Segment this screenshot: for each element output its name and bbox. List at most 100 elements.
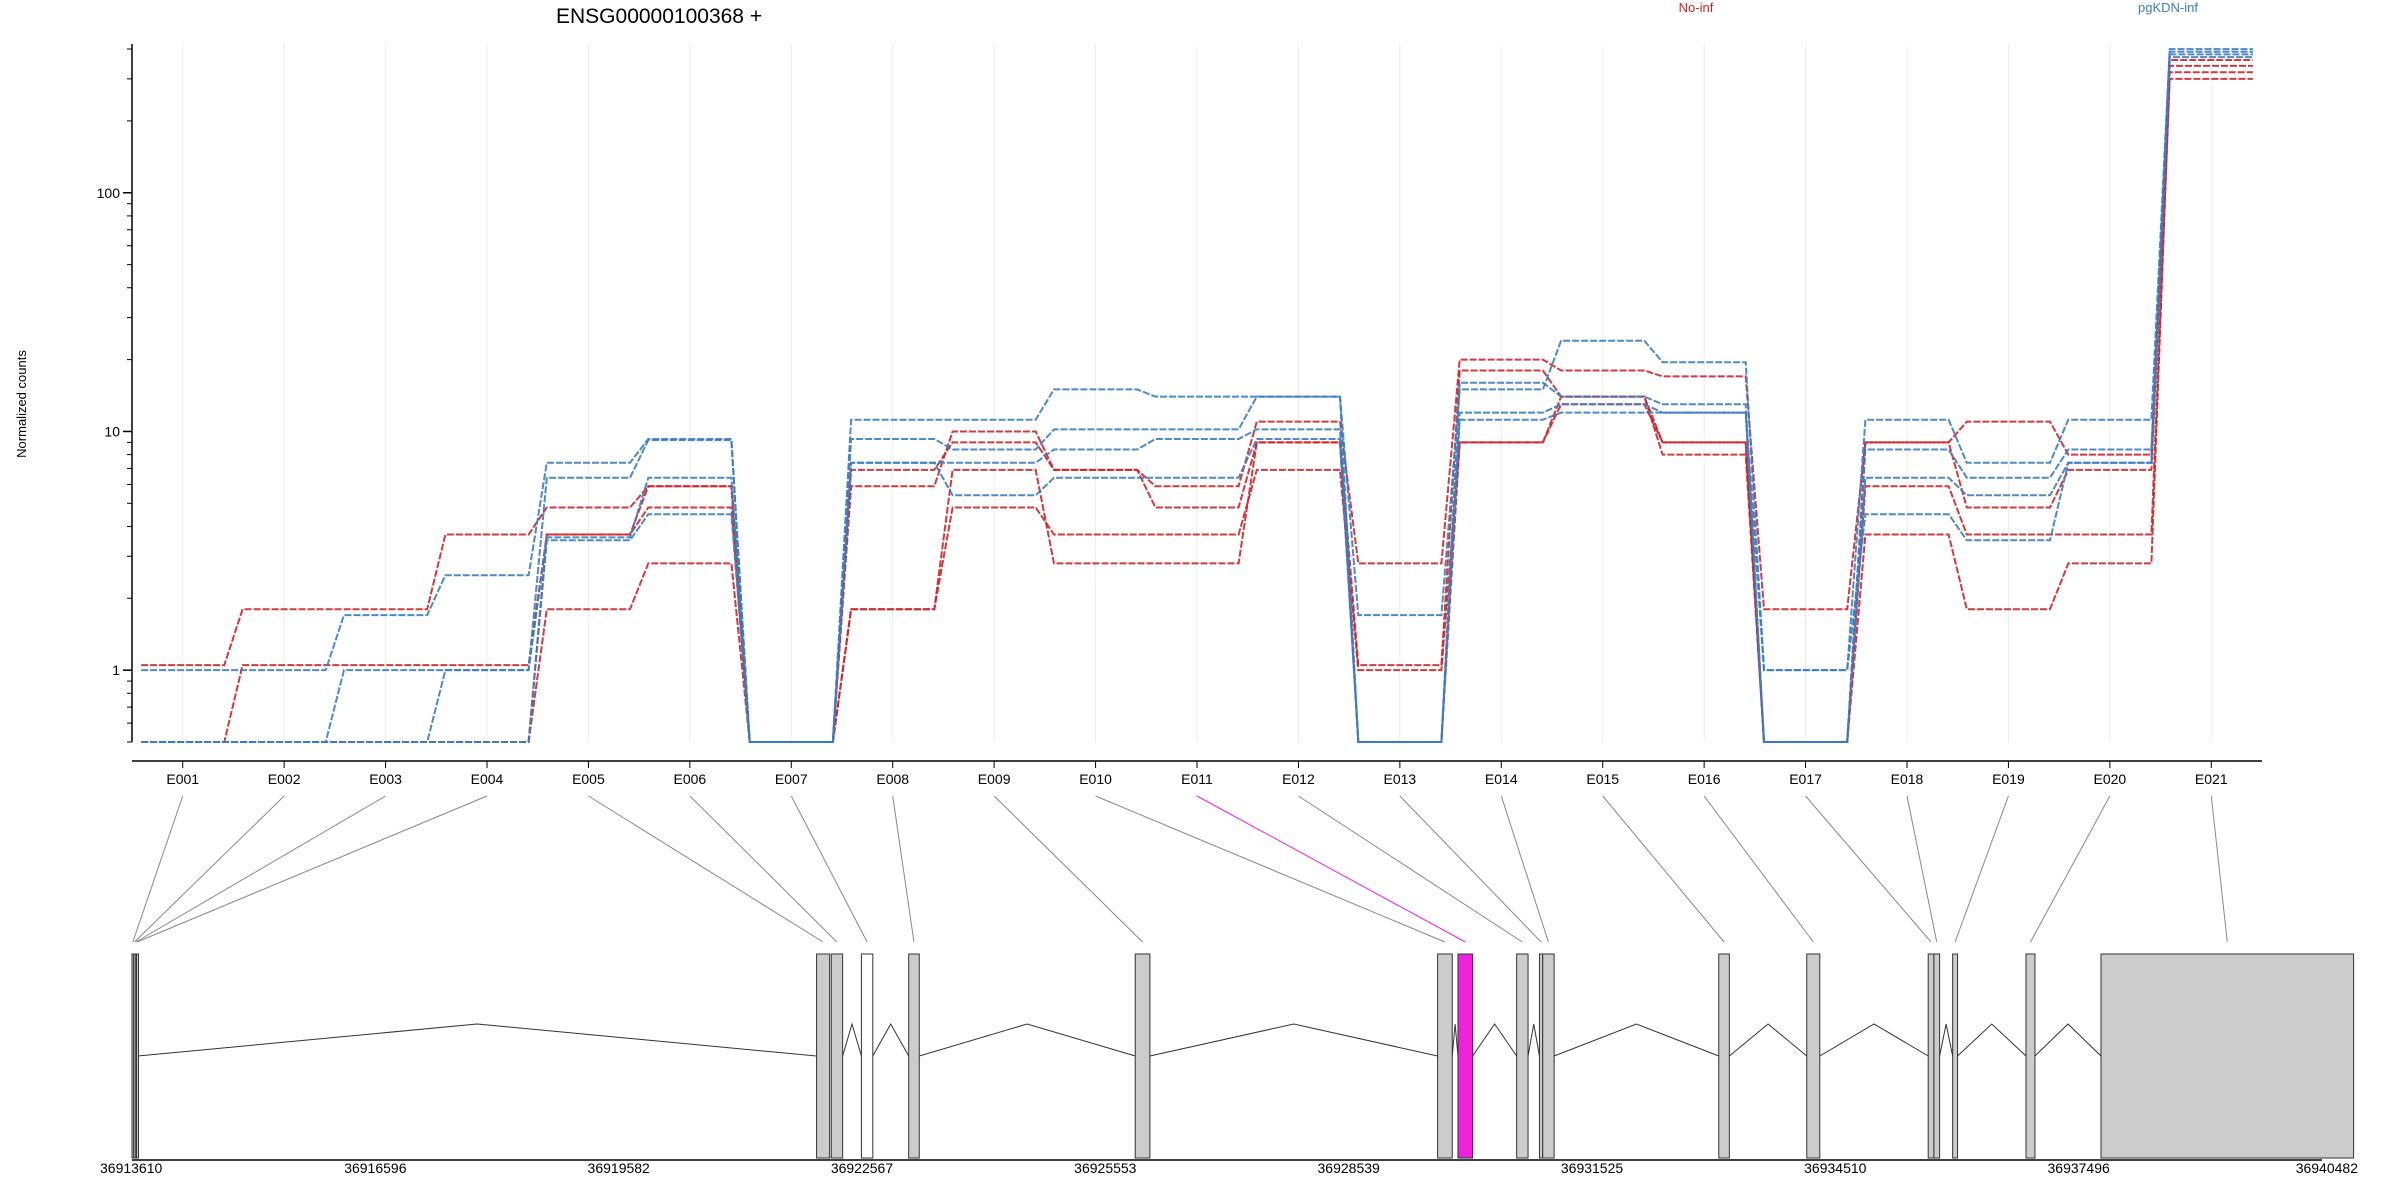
exon-connector: [132, 795, 184, 943]
exon-connector: [1196, 795, 1466, 943]
intron-line: [1149, 1023, 1438, 1057]
exon-connector: [993, 795, 1143, 943]
x-tick-label: E005: [572, 771, 605, 787]
chart-title: ENSG00000100368 +: [556, 5, 762, 28]
exon-connector: [1298, 795, 1523, 943]
x-tick-label: E021: [2195, 771, 2228, 787]
x-tick-label: E018: [1891, 771, 1924, 787]
x-tick-label: E014: [1485, 771, 1518, 787]
exon-connector: [1805, 795, 1932, 943]
exon-connector: [892, 795, 915, 943]
exon-connector: [1703, 795, 1814, 943]
series-line: [141, 64, 2253, 743]
exon-block: [1933, 953, 1941, 1159]
exon-block: [816, 953, 831, 1159]
exon-connector: [790, 795, 868, 943]
exon-block: [135, 953, 139, 1159]
exon-block: [1718, 953, 1730, 1159]
exon-block: [1952, 953, 1959, 1159]
x-axis: E001 E002 E003 E004 E005 E006 E007 E008 E009 E010…: [132, 760, 2262, 787]
exon-connector: [1906, 795, 1938, 943]
intron-line: [2034, 1023, 2102, 1057]
intron-line: [1472, 1023, 1518, 1057]
x-tick-label: E016: [1688, 771, 1721, 787]
exon-block: [1134, 953, 1151, 1159]
y-tick-label: 10: [104, 423, 120, 439]
exon-connector: [2210, 795, 2228, 943]
x-tick-label: E007: [775, 771, 808, 787]
x-tick-label: E002: [268, 771, 301, 787]
coordinate-tick-label: 36916596: [344, 1160, 407, 1176]
coordinate-axis: 36913610 36916596 36919582 36922567 36925553…: [100, 1159, 2359, 1176]
series-line: [141, 53, 2253, 743]
coordinate-tick-label: 36940482: [2296, 1160, 2359, 1176]
x-tick-label: E013: [1384, 771, 1417, 787]
series-line: [141, 56, 2253, 743]
legend-item-no-inf: No-inf: [1679, 0, 1714, 15]
exon-block: [1457, 953, 1474, 1159]
x-tick-label: E004: [471, 771, 504, 787]
exon-block: [1437, 953, 1453, 1159]
exon-block: [830, 953, 844, 1159]
exon-connector: [689, 795, 838, 943]
x-tick-label: E008: [876, 771, 909, 787]
coordinate-tick-label: 36922567: [831, 1160, 894, 1176]
exon-connector: [135, 795, 386, 943]
coordinate-tick-label: 36913610: [100, 1160, 163, 1176]
coordinate-tick-label: 36934510: [1804, 1160, 1867, 1176]
exon-connectors: [132, 795, 2228, 943]
x-tick-label: E001: [166, 771, 199, 787]
x-tick-label: E020: [2094, 771, 2127, 787]
exon-block: [2025, 953, 2036, 1159]
x-tick-label: E019: [1992, 771, 2025, 787]
y-tick-label: 1: [112, 662, 120, 678]
intron-line: [1939, 1023, 1954, 1057]
gene-model: [131, 953, 2355, 1159]
coordinate-tick-label: 36937496: [2048, 1160, 2111, 1176]
intron-line: [1729, 1023, 1808, 1057]
coordinate-tick-label: 36931525: [1561, 1160, 1624, 1176]
exon-connector: [136, 795, 488, 943]
exon-connector: [1399, 795, 1542, 943]
y-tick-label: 100: [97, 185, 121, 201]
exon-block: [2100, 953, 2355, 1159]
plot-grid: [182, 44, 2212, 742]
exon-connector: [2030, 795, 2111, 943]
exon-block: [1516, 953, 1529, 1159]
coordinate-tick-label: 36928539: [1318, 1160, 1381, 1176]
intron-line: [872, 1022, 910, 1057]
intron-line: [842, 1022, 862, 1057]
exon-block: [908, 953, 920, 1159]
intron-line: [1819, 1023, 1929, 1057]
exon-block: [860, 953, 874, 1159]
x-tick-label: E015: [1586, 771, 1619, 787]
exon-block: [1542, 953, 1555, 1159]
exon-block: [1927, 953, 1935, 1159]
exon-connector: [1954, 795, 2009, 943]
x-tick-label: E011: [1181, 771, 1213, 787]
y-axis-label: Normalized counts: [14, 350, 29, 458]
series-layer: [141, 48, 2253, 743]
x-tick-label: E010: [1079, 771, 1112, 787]
exon-connector: [1602, 795, 1725, 943]
intron-line: [1957, 1023, 2027, 1057]
y-axis: 1 10 100: [97, 44, 133, 743]
intron-line: [919, 1023, 1136, 1057]
intron-line: [1553, 1023, 1719, 1057]
x-tick-label: E009: [978, 771, 1011, 787]
x-tick-label: E003: [369, 771, 402, 787]
legend-item-pgkdn-inf: pgKDN-inf: [2138, 0, 2198, 15]
intron-line: [1527, 1023, 1540, 1057]
series-line: [141, 48, 2253, 743]
x-tick-label: E012: [1282, 771, 1315, 787]
coordinate-tick-label: 36919582: [588, 1160, 651, 1176]
exon-connector: [588, 795, 824, 943]
intron-line: [1451, 1023, 1459, 1057]
coordinate-tick-label: 36925553: [1074, 1160, 1137, 1176]
exon-block: [1806, 953, 1821, 1159]
exon-connector: [1095, 795, 1446, 943]
exon-connector: [1500, 795, 1549, 943]
intron-line: [137, 1023, 817, 1057]
exon-connector: [134, 795, 285, 943]
